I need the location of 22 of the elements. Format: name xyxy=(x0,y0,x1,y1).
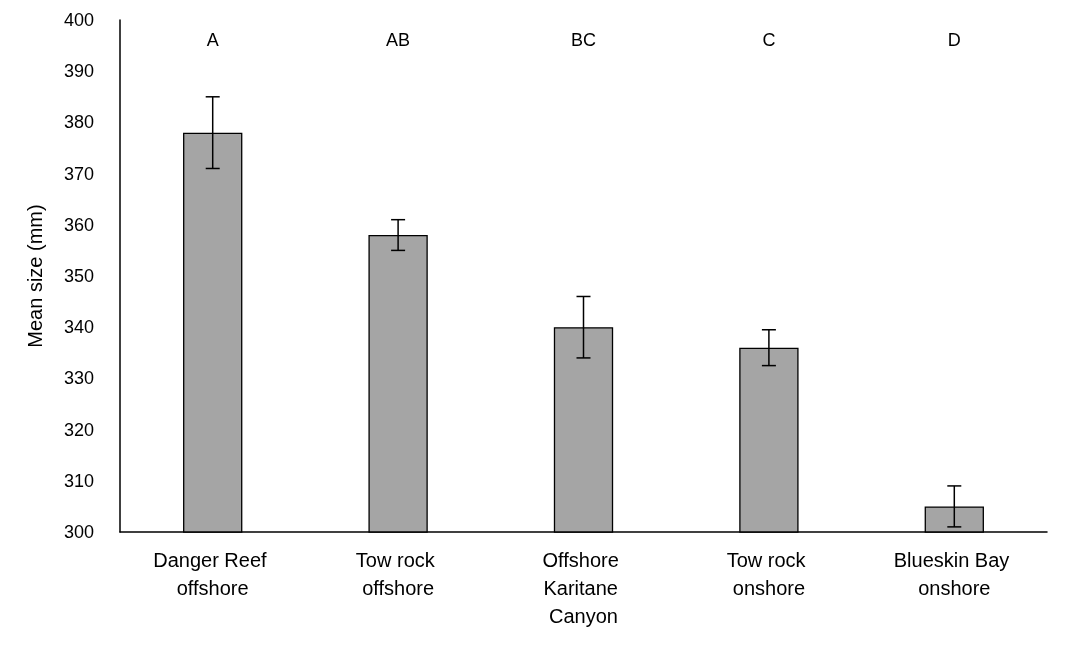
y-tick-label: 330 xyxy=(63,368,94,389)
annotation: AB xyxy=(386,30,411,50)
annotation: A xyxy=(206,30,219,50)
x-tick-label: Blueskin Bay onshore xyxy=(893,549,1015,599)
x-tick-label: Offshore Karitane Canyon xyxy=(542,549,625,627)
annotation: C xyxy=(762,30,776,50)
x-tick-label: Tow rock offshore xyxy=(355,549,441,599)
annotation: D xyxy=(947,30,961,50)
x-tick-label: Tow rock onshore xyxy=(726,549,812,599)
y-tick-label: 340 xyxy=(63,317,94,338)
y-tick-label: 380 xyxy=(63,112,94,133)
y-axis-title: Mean size (mm) xyxy=(24,204,46,348)
y-tick-label: 310 xyxy=(63,470,94,491)
y-tick-label: 320 xyxy=(63,419,94,440)
y-tick-label: 300 xyxy=(63,522,94,542)
y-tick-label: 370 xyxy=(63,163,94,184)
y-tick-label: 360 xyxy=(63,214,94,235)
annotation: BC xyxy=(570,30,597,50)
y-tick-label: 350 xyxy=(63,266,94,286)
y-tick-label: 400 xyxy=(63,10,94,30)
y-tick-label: 390 xyxy=(63,61,94,82)
x-tick-label: Danger Reef offshore xyxy=(153,549,273,599)
